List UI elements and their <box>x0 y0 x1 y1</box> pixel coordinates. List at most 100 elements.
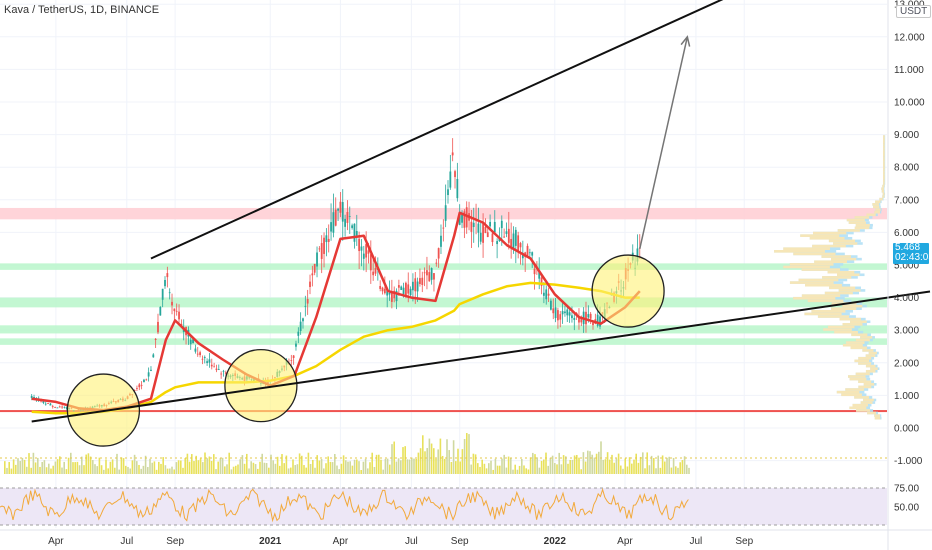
volume-bar <box>448 450 450 474</box>
volume-bar <box>290 467 292 474</box>
volume-bar <box>384 458 387 474</box>
profile-bar <box>865 364 876 368</box>
profile-bar <box>883 163 885 167</box>
candle-body <box>589 313 592 319</box>
price-tick-label: 7.000 <box>894 195 919 206</box>
highlight-circle[interactable] <box>224 348 298 423</box>
horizontal-zones <box>0 207 887 413</box>
candle-body <box>388 292 391 295</box>
volume-bar <box>188 461 191 474</box>
profile-bar <box>846 341 865 344</box>
candle-body <box>592 322 594 326</box>
volume-bar <box>301 455 303 474</box>
volume-bar <box>351 465 354 474</box>
volume-bar <box>281 454 283 474</box>
candle-body <box>404 282 407 296</box>
resistance-trendline[interactable] <box>150 0 860 260</box>
profile-bar <box>865 354 876 357</box>
volume-bar <box>241 455 244 474</box>
candle-body <box>444 205 447 221</box>
volume-bar <box>404 446 406 474</box>
candle-body <box>30 396 33 399</box>
volume-bar <box>422 435 424 474</box>
volume-bar <box>547 465 549 474</box>
volume-bar <box>283 463 285 474</box>
profile-bar <box>854 396 869 399</box>
price-axis[interactable]: 13.00012.00011.00010.0009.0008.0007.0006… <box>887 0 925 550</box>
volume-bar <box>226 464 228 474</box>
volume-bar <box>393 441 395 474</box>
candle-body <box>224 372 227 374</box>
time-tick-label: Jul <box>405 536 418 547</box>
candle-body <box>554 307 557 319</box>
time-tick-label: 2021 <box>259 536 282 547</box>
volume-bar <box>285 455 288 474</box>
volume-bar <box>83 465 85 474</box>
candle-body <box>332 212 335 233</box>
candle-body <box>215 368 218 371</box>
price-tick-label: 1.000 <box>894 391 919 402</box>
profile-bar <box>789 281 834 284</box>
candle-body <box>482 222 484 243</box>
volume-bar <box>437 449 439 474</box>
candle-body <box>140 384 143 386</box>
profile-bar <box>867 411 877 415</box>
volume-bars <box>0 433 887 474</box>
profile-bar <box>855 223 870 227</box>
volume-bar <box>111 459 114 474</box>
profile-bar <box>854 359 870 363</box>
volume-bar <box>259 461 261 474</box>
candle-body <box>199 352 201 356</box>
candle-body <box>484 226 487 234</box>
volume-bar <box>389 464 391 474</box>
trend-drawings[interactable] <box>31 0 931 447</box>
profile-bar <box>842 304 863 308</box>
candle-body <box>157 321 159 333</box>
price-tick-label: 6.000 <box>894 228 919 239</box>
volume-bar <box>646 452 648 474</box>
profile-bar <box>828 239 856 243</box>
highlight-circle[interactable] <box>591 254 665 328</box>
candle-body <box>178 311 180 320</box>
highlight-circle[interactable] <box>66 373 141 447</box>
price-tick-label: 5.000 <box>894 261 919 272</box>
projection-arrow[interactable] <box>639 36 689 249</box>
profile-bar <box>836 390 860 394</box>
profile-bar <box>858 362 872 365</box>
candle-body <box>316 252 318 267</box>
candle-body <box>510 238 513 247</box>
candle-body <box>217 369 220 370</box>
profile-bar <box>783 265 830 269</box>
candle-body <box>489 221 491 227</box>
support-trendline[interactable] <box>31 290 931 423</box>
volume-bar <box>314 467 316 474</box>
candle-body <box>306 299 309 304</box>
profile-bar <box>873 205 880 209</box>
slow-moving-average <box>31 281 640 415</box>
price-tick-label: 10.000 <box>894 98 925 109</box>
profile-bar <box>883 161 885 164</box>
volume-bar <box>37 457 39 474</box>
volume-bar <box>472 453 475 474</box>
volume-bar <box>466 433 468 474</box>
candle-body <box>147 372 150 377</box>
volume-bar <box>87 453 90 474</box>
volume-bar <box>191 454 193 474</box>
currency-badge[interactable]: USDT <box>896 5 932 18</box>
time-tick-label: 2022 <box>544 536 567 547</box>
profile-bar <box>874 210 881 214</box>
volume-bar <box>320 459 323 474</box>
volume-bar <box>375 454 378 474</box>
volume-bar <box>17 458 19 474</box>
volume-bar <box>650 455 653 474</box>
volume-bar <box>32 452 35 474</box>
volume-bar <box>120 457 123 474</box>
profile-bar <box>838 289 861 292</box>
candle-body <box>561 311 564 315</box>
time-axis[interactable]: Apr Jul Sep 2021 Apr Jul Sep 2022 Apr Jul Sep <box>0 529 932 547</box>
volume-bar <box>349 461 351 474</box>
profile-bar <box>882 192 885 196</box>
volume-bar <box>567 463 569 474</box>
volume-bar <box>675 466 677 474</box>
